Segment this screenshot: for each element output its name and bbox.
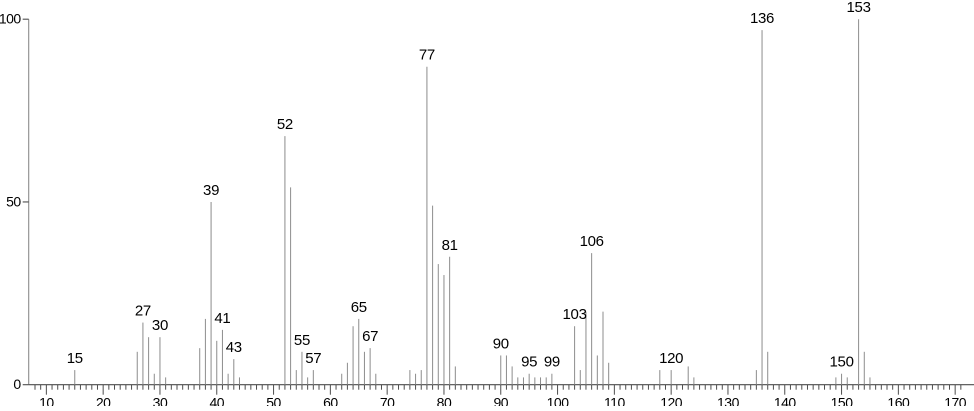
svg-text:95: 95: [521, 354, 537, 371]
svg-text:10: 10: [39, 395, 54, 406]
svg-text:150: 150: [831, 395, 854, 406]
svg-text:106: 106: [580, 233, 604, 250]
svg-text:80: 80: [437, 395, 452, 406]
svg-text:52: 52: [277, 116, 293, 133]
svg-text:140: 140: [774, 395, 797, 406]
svg-text:110: 110: [604, 395, 626, 406]
svg-text:90: 90: [493, 335, 509, 352]
svg-text:150: 150: [829, 354, 853, 371]
svg-text:100: 100: [0, 11, 21, 27]
svg-text:27: 27: [135, 303, 151, 320]
svg-text:0: 0: [13, 376, 21, 392]
svg-text:30: 30: [153, 395, 168, 406]
svg-text:70: 70: [380, 395, 395, 406]
svg-text:50: 50: [6, 193, 21, 209]
svg-text:120: 120: [659, 350, 683, 367]
svg-text:136: 136: [750, 10, 774, 27]
svg-text:160: 160: [887, 395, 910, 406]
svg-text:67: 67: [362, 328, 378, 345]
svg-text:81: 81: [442, 237, 458, 254]
svg-text:103: 103: [563, 306, 587, 323]
svg-text:15: 15: [67, 350, 83, 367]
svg-text:39: 39: [203, 182, 219, 199]
svg-text:170: 170: [944, 395, 967, 406]
svg-text:90: 90: [493, 395, 508, 406]
svg-text:55: 55: [294, 332, 310, 349]
svg-text:57: 57: [305, 350, 321, 367]
svg-text:65: 65: [351, 299, 367, 316]
svg-text:77: 77: [419, 47, 435, 64]
svg-text:60: 60: [323, 395, 338, 406]
svg-text:30: 30: [152, 317, 168, 334]
svg-text:100: 100: [547, 395, 570, 406]
svg-text:50: 50: [266, 395, 281, 406]
svg-text:120: 120: [660, 395, 683, 406]
svg-text:20: 20: [96, 395, 111, 406]
svg-text:153: 153: [847, 0, 871, 16]
svg-text:130: 130: [717, 395, 740, 406]
svg-text:41: 41: [214, 310, 230, 327]
svg-text:40: 40: [209, 395, 224, 406]
svg-text:43: 43: [226, 339, 242, 356]
svg-text:99: 99: [544, 354, 560, 371]
